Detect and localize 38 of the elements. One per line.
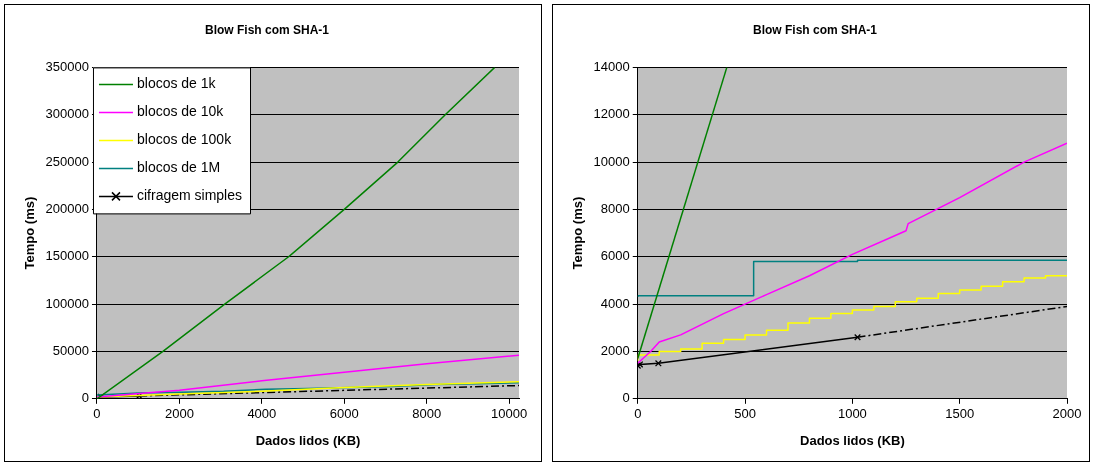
y-tick-label: 0 bbox=[81, 390, 89, 406]
legend-label: blocos de 100k bbox=[136, 131, 233, 148]
y-tick-label: 300000 bbox=[45, 106, 89, 122]
y-tick-label: 100000 bbox=[45, 295, 89, 311]
y-tick-label: 200000 bbox=[45, 201, 89, 217]
x-tick-label: 2000 bbox=[164, 406, 194, 422]
y-tick-label: 14000 bbox=[593, 58, 630, 74]
y-tick-label: 8000 bbox=[600, 201, 630, 217]
x-tick-label: 8000 bbox=[412, 406, 442, 422]
y-tick-label: 2000 bbox=[600, 343, 630, 359]
y-axis-title: Tempo (ms) bbox=[570, 196, 586, 270]
x-axis-title: Dados lidos (KB) bbox=[255, 432, 361, 448]
x-tick-label: 10000 bbox=[491, 406, 528, 422]
y-tick-label: 350000 bbox=[45, 58, 89, 74]
legend-label: blocos de 10k bbox=[136, 103, 225, 120]
y-tick-label: 150000 bbox=[45, 248, 89, 264]
x-tick-label: 500 bbox=[734, 406, 756, 422]
chart-title: Blow Fish com SHA-1 bbox=[204, 22, 330, 37]
chart-title: Blow Fish com SHA-1 bbox=[752, 22, 878, 37]
x-tick-label: 6000 bbox=[329, 406, 359, 422]
legend-label: blocos de 1k bbox=[136, 75, 217, 92]
y-tick-label: 4000 bbox=[600, 295, 630, 311]
x-axis-title: Dados lidos (KB) bbox=[800, 432, 905, 448]
x-tick-label: 4000 bbox=[247, 406, 277, 422]
y-tick-label: 12000 bbox=[593, 106, 630, 122]
y-tick-label: 10000 bbox=[593, 153, 630, 169]
y-tick-label: 6000 bbox=[600, 248, 630, 264]
x-tick-label: 1500 bbox=[945, 406, 975, 422]
legend-label: blocos de 1M bbox=[136, 159, 221, 176]
y-axis-title: Tempo (ms) bbox=[22, 196, 38, 270]
x-tick-label: 0 bbox=[93, 406, 101, 422]
legend-label: cifragem simples bbox=[136, 187, 243, 204]
y-tick-label: 50000 bbox=[52, 343, 89, 359]
x-tick-label: 1000 bbox=[837, 406, 867, 422]
y-tick-label: 250000 bbox=[45, 153, 89, 169]
x-tick-label: 2000 bbox=[1052, 406, 1082, 422]
x-tick-label: 0 bbox=[634, 406, 642, 422]
y-tick-label: 0 bbox=[622, 390, 630, 406]
